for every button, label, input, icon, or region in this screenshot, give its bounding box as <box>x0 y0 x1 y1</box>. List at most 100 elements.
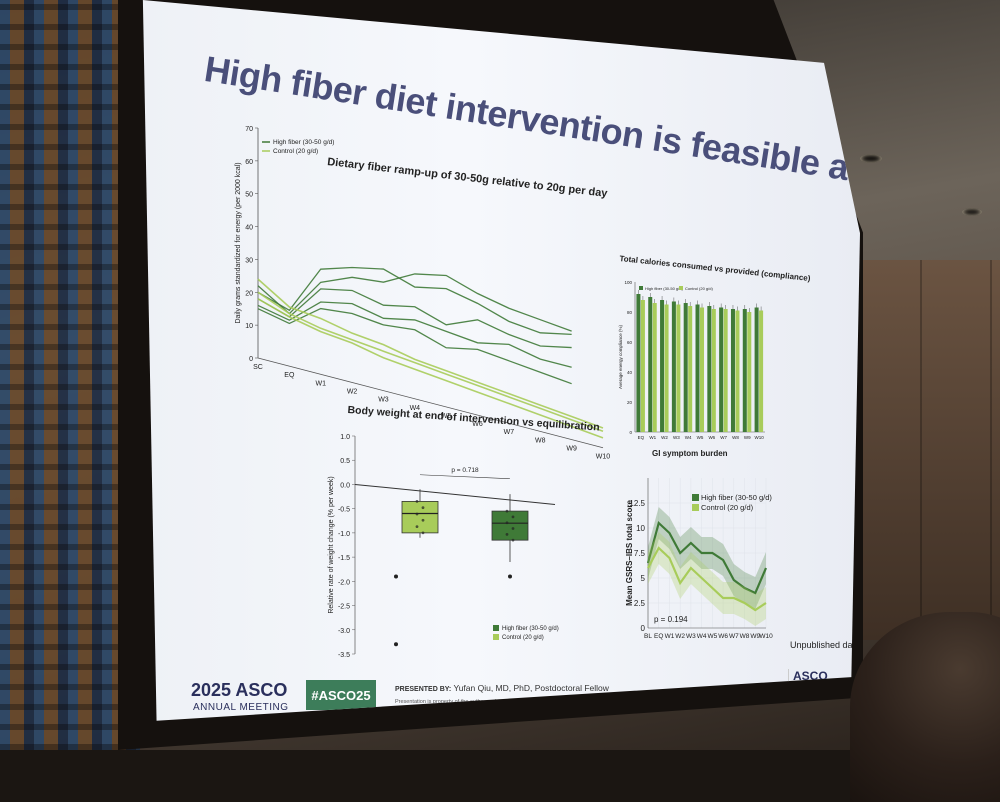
presented-by-label: PRESENTED BY: <box>395 686 452 693</box>
gi-y-tick-label: 0 <box>641 624 646 633</box>
box-iqr <box>401 500 439 534</box>
gi-x-tick-label: W6 <box>718 633 728 640</box>
high-fiber-confidence-band <box>648 507 766 609</box>
fiber-y-tick-label: 40 <box>245 225 253 232</box>
unpublished-data-label: Unpublished data <box>790 640 860 650</box>
gi-x-tick-label: W3 <box>686 633 696 640</box>
cal-y-tick-label: 100 <box>624 280 632 285</box>
gi-x-tick-label: EQ <box>654 633 663 640</box>
gi-y-tick-label: 5 <box>641 574 646 583</box>
presenter-line: PRESENTED BY: Yufan Qiu, MD, PhD, Postdo… <box>395 683 609 693</box>
gi-y-tick-label: 10 <box>636 524 645 533</box>
gi-y-tick-label: 7.5 <box>634 549 646 558</box>
box-y-tick-label: 0.5 <box>340 458 350 465</box>
fiber-y-tick-label: 10 <box>245 323 253 330</box>
fiber-y-axis-label: Daily grams standardized for energy (per… <box>235 162 242 323</box>
box-y-tick-label: -1.5 <box>338 555 350 562</box>
high-fiber-series-line <box>257 301 572 368</box>
fiber-y-tick-label: 30 <box>245 257 253 264</box>
box-y-tick-label: -3.0 <box>338 628 350 635</box>
high-fiber-compliance-bar <box>754 307 759 432</box>
control-compliance-bar <box>759 310 764 432</box>
control-compliance-bar <box>747 312 752 432</box>
fiber-y-tick-label: 70 <box>245 126 253 133</box>
gi-x-tick-label: W7 <box>729 633 739 640</box>
asco-year-brand: 2025 ASCO <box>191 680 288 700</box>
cal-y-axis-label: Average energy compliance (%) <box>618 325 623 389</box>
high-fiber-series-line <box>257 288 572 349</box>
box-data-point <box>505 521 509 525</box>
high-fiber-compliance-bar <box>730 309 735 432</box>
control-compliance-bar <box>676 304 681 432</box>
control-compliance-bar <box>711 309 716 432</box>
gi-y-axis-label: Mean GSRS–IBS total score <box>625 500 634 606</box>
fiber-rampup-chart: 0 10 20 30 40 50 60 70 SC EQ W1 W2 W3 W4 W5 W6 W7 W8 W9 W10… <box>235 126 611 461</box>
high-fiber-compliance-bar <box>719 307 724 432</box>
gi-x-tick-label: W8 <box>740 633 750 640</box>
pvalue-bracket <box>419 474 511 480</box>
box-data-point <box>415 512 419 516</box>
fiber-x-tick-label: W7 <box>504 429 515 436</box>
gi-pvalue-label: p = 0.194 <box>654 615 688 624</box>
gi-x-tick-label: W1 <box>665 633 675 640</box>
high-fiber-series-line <box>257 266 572 336</box>
fiber-y-tick-label: 60 <box>245 159 253 166</box>
gi-x-tick-label: W5 <box>707 633 717 640</box>
box-y-axis-label: Relative rate of weight change (% per we… <box>328 476 335 613</box>
gi-legend-label: High fiber (30-50 g/d) <box>701 493 772 502</box>
fiber-x-tick-label: W6 <box>472 421 483 428</box>
control-compliance-bar <box>735 310 740 432</box>
wood-wall-panels <box>850 260 1000 640</box>
presenter-name: Yufan Qiu, MD, PhD, Postdoctoral Fellow <box>453 683 609 693</box>
control-confidence-band <box>648 532 766 626</box>
boxplot-plot: 1.0 0.5 0.0 -0.5 -1.0 -1.5 -2.0 -2.5 -3.0 -3.5 Rel… <box>328 434 559 659</box>
gi-x-tick-label: BL <box>644 633 652 640</box>
control-compliance-bar <box>723 309 728 432</box>
box-data-point <box>421 531 425 535</box>
box-y-tick-label: -2.5 <box>338 604 350 611</box>
control-series-line <box>257 298 604 439</box>
control-series-line <box>257 291 604 433</box>
fiber-y-tick-label: 50 <box>245 192 253 199</box>
gi-legend-swatch <box>692 494 699 501</box>
high-fiber-compliance-bar <box>695 304 700 432</box>
box-data-point <box>511 527 515 530</box>
box-y-tick-label: -0.5 <box>338 507 350 514</box>
box-outlier-point <box>394 574 398 579</box>
gi-x-tick-label: W10 <box>759 633 773 640</box>
box-data-point <box>421 518 425 522</box>
cal-x-tick-label: W2 <box>661 435 668 440</box>
fiber-x-tick-label: SC <box>253 364 263 371</box>
cal-x-tick-label: W9 <box>744 435 751 440</box>
high-fiber-compliance-bar <box>742 309 747 432</box>
gi-y-tick-label: 12.5 <box>629 499 645 508</box>
cal-x-tick-label: W3 <box>673 435 680 440</box>
cal-legend-label: Control (20 g/d) <box>685 286 713 291</box>
gi-y-tick-label: 2.5 <box>634 599 646 608</box>
box-outlier-point <box>394 642 398 647</box>
cal-y-tick-label: 0 <box>629 430 632 435</box>
cal-y-tick-label: 60 <box>627 340 633 345</box>
box-y-tick-label: -1.0 <box>338 531 350 538</box>
box-iqr <box>491 510 529 541</box>
control-gi-line <box>647 546 767 612</box>
fiber-y-tick-label: 20 <box>245 290 253 297</box>
cal-x-tick-label: W10 <box>754 435 764 440</box>
control-compliance-bar <box>640 300 645 432</box>
box-data-point <box>505 532 509 536</box>
gi-legend-label: Control (20 g/d) <box>701 503 754 512</box>
cal-x-tick-label: EQ <box>638 435 645 440</box>
box-y-tick-label: 1.0 <box>340 434 350 441</box>
box-legend-label: Control (20 g/d) <box>502 635 544 641</box>
box-pvalue-label: p = 0.718 <box>451 467 479 474</box>
fiber-x-tick-label: W10 <box>596 454 611 461</box>
gi-x-tick-label: W4 <box>697 633 707 640</box>
cal-y-tick-label: 80 <box>627 310 633 315</box>
box-y-tick-label: 0.0 <box>340 482 350 489</box>
ceiling-light <box>860 154 882 163</box>
fiber-x-tick-label: W4 <box>410 405 421 412</box>
box-data-point <box>511 538 515 542</box>
box-data-point <box>505 509 509 513</box>
